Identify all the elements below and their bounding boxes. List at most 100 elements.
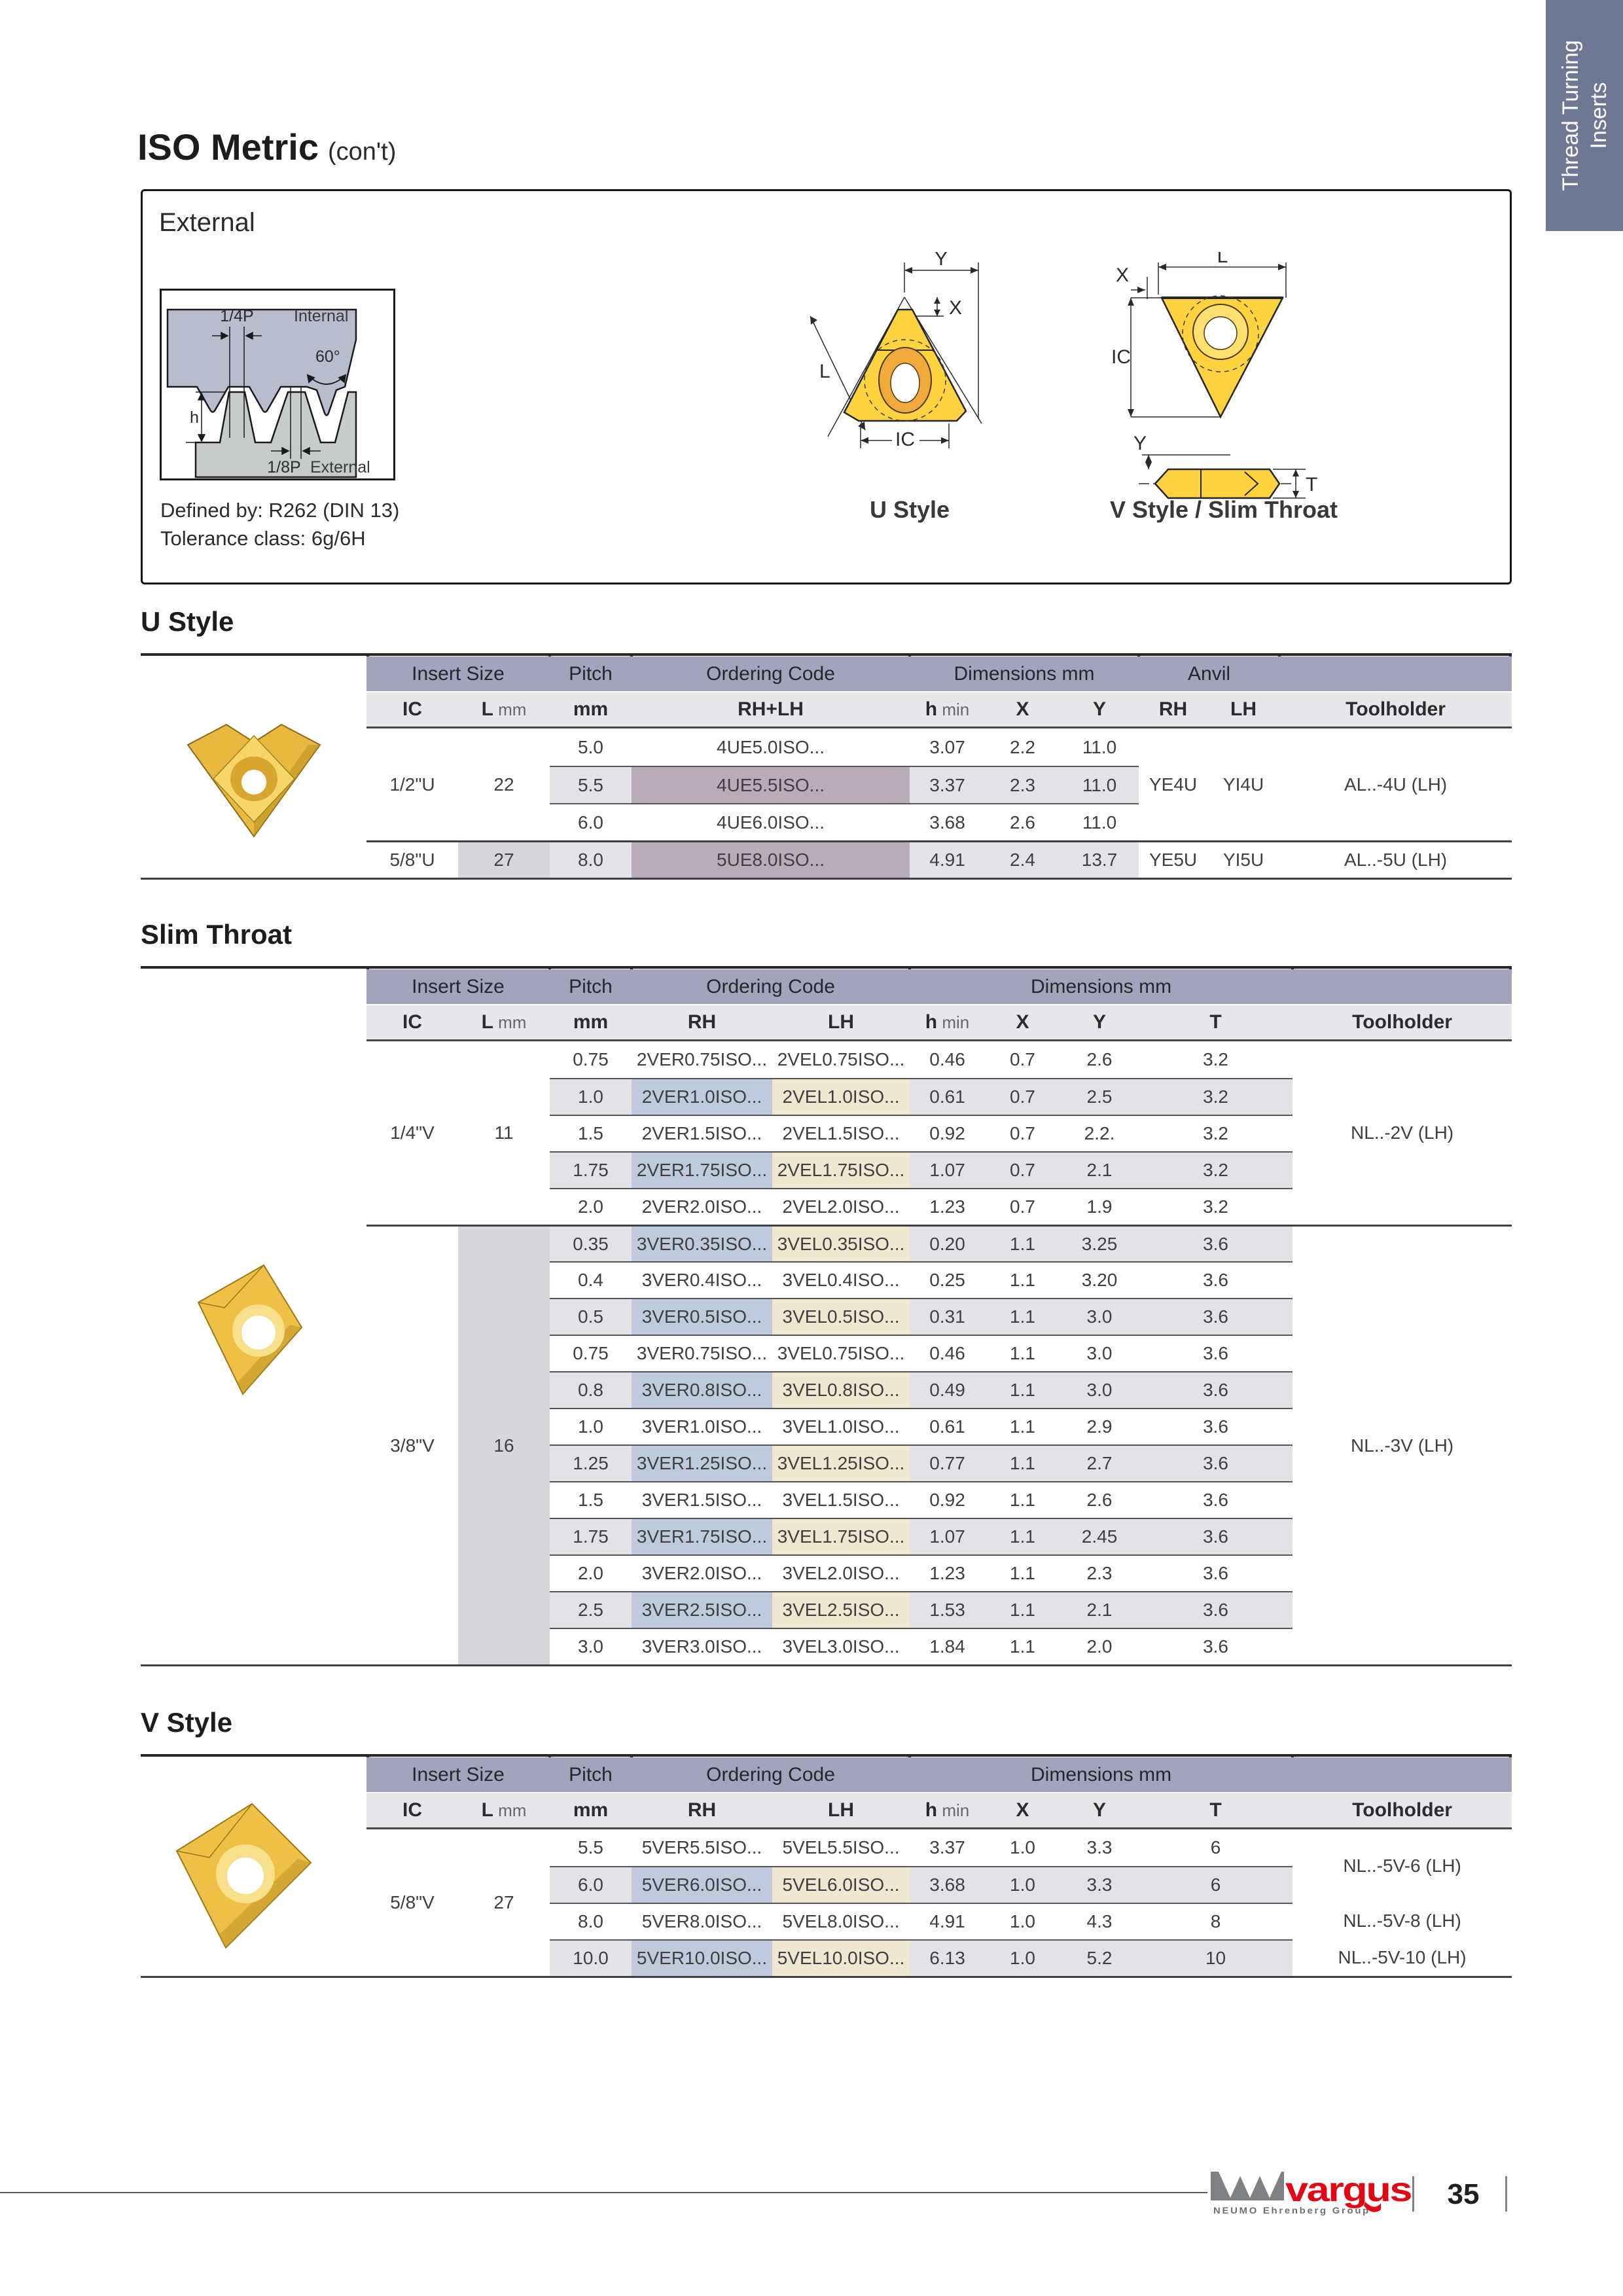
col-group-insert-size: Insert Size <box>366 656 550 692</box>
table-row: 1/4"V 11 0.75 2VER0.75ISO... 2VEL0.75ISO... 0… <box>366 1041 1512 1225</box>
col-hmin: h min <box>910 1793 986 1829</box>
cell-y: 13.7 <box>1060 840 1139 878</box>
side-tab-thread-turning-inserts[interactable]: Thread Turning Inserts <box>1546 0 1623 231</box>
table-row: 0.5 3VER0.5ISO... 3VEL0.5ISO... 0.31 1.1 3.0 3… <box>366 1298 1512 1335</box>
cell-t: 3.6 <box>1139 1335 1293 1371</box>
cell-pitch: 0.75 <box>550 1041 632 1078</box>
sub-header-row: IC L mm mm RH+LH h min X Y RH LH Toolhol… <box>366 692 1512 728</box>
cell-x: 1.1 <box>985 1518 1061 1554</box>
side-tab-label: Thread Turning Inserts <box>1558 40 1611 191</box>
table-bottom-line <box>141 1664 1512 1666</box>
cell-t: 3.2 <box>1139 1151 1293 1188</box>
cell-ic: 3/8"V <box>366 1225 458 1664</box>
cell-anvil-rh: YE4U <box>1139 728 1208 840</box>
cell-x: 1.1 <box>985 1225 1061 1261</box>
cell-t: 3.6 <box>1139 1591 1293 1628</box>
cell-t: 3.6 <box>1139 1628 1293 1664</box>
table-row: 3.0 3VER3.0ISO... 3VEL3.0ISO... 1.84 1.1 2.0 3… <box>366 1628 1512 1664</box>
hole <box>241 1316 276 1350</box>
internal-label: Internal <box>294 307 348 325</box>
cell-hmin: 3.68 <box>910 803 986 840</box>
u-style-caption: U Style <box>869 496 950 523</box>
col-l: L mm <box>458 692 550 728</box>
cell-toolholder: NL..-2V (LH) <box>1293 1041 1512 1225</box>
cell-pitch: 0.4 <box>550 1261 632 1298</box>
cell-x: 0.7 <box>985 1078 1061 1115</box>
col-group-pitch: Pitch <box>550 1757 632 1793</box>
angle-label: 60° <box>315 348 340 366</box>
cell-hmin: 0.92 <box>910 1481 986 1518</box>
col-code-lh: LH <box>772 1005 910 1041</box>
guide-lines <box>810 262 982 448</box>
cell-code-lh: 3VEL0.8ISO... <box>772 1371 910 1408</box>
cell-t: 3.2 <box>1139 1078 1293 1115</box>
cell-t: 8 <box>1139 1903 1293 1939</box>
col-group-blank <box>1293 1757 1512 1793</box>
cell-t: 3.6 <box>1139 1298 1293 1335</box>
col-toolholder: Toolholder <box>1293 1005 1512 1041</box>
inscribed-circle <box>1182 295 1259 372</box>
col-group-pitch: Pitch <box>550 656 632 692</box>
col-ic: IC <box>366 1005 458 1041</box>
cell-y: 3.20 <box>1060 1261 1139 1298</box>
cell-hmin: 0.77 <box>910 1444 986 1481</box>
cell-code-lh: 3VEL1.5ISO... <box>772 1481 910 1518</box>
table-row: 1.0 3VER1.0ISO... 3VEL1.0ISO... 0.61 1.1 2.9 3… <box>366 1408 1512 1444</box>
cell-x: 1.1 <box>985 1481 1061 1518</box>
cell-x: 1.1 <box>985 1628 1061 1664</box>
cell-y: 2.6 <box>1060 1041 1139 1078</box>
cell-code-rh: 2VER2.0ISO... <box>632 1188 773 1225</box>
cell-code-lh: 3VEL2.5ISO... <box>772 1591 910 1628</box>
cell-y: 3.3 <box>1060 1866 1139 1903</box>
cell-x: 1.1 <box>985 1298 1061 1335</box>
cell-hmin: 6.13 <box>910 1939 986 1976</box>
cell-y: 2.45 <box>1060 1518 1139 1554</box>
logo-notch <box>1258 2172 1281 2198</box>
col-group-ordering-code: Ordering Code <box>632 969 910 1005</box>
dim-t-label: T <box>1306 474 1317 495</box>
cell-hmin: 0.61 <box>910 1078 986 1115</box>
cell-hmin: 3.07 <box>910 728 986 766</box>
col-group-dimensions: Dimensions mm <box>910 656 1139 692</box>
col-l: L mm <box>458 1793 550 1829</box>
cell-code-lh: 5VEL8.0ISO... <box>772 1903 910 1939</box>
eighth-p-guides <box>271 387 321 459</box>
cell-code-rh: 3VER0.8ISO... <box>632 1371 773 1408</box>
vargus-logo: vargus NEUMO Ehrenberg Group <box>1211 2171 1412 2215</box>
cell-code-lh: 2VEL0.75ISO... <box>772 1041 910 1078</box>
table-row: 3/8"V 16 0.35 3VER0.35ISO... 3VEL0.35ISO... 0… <box>366 1225 1512 1664</box>
cell-pitch: 5.5 <box>550 1829 632 1866</box>
cell-hmin: 0.20 <box>910 1225 986 1261</box>
cell-code-rh: 2VER0.75ISO... <box>632 1041 773 1078</box>
cell-y: 1.9 <box>1060 1188 1139 1225</box>
cell-toolholder: NL..-5V-6 (LH) <box>1293 1829 1512 1903</box>
cell-pitch: 1.0 <box>550 1078 632 1115</box>
dim-l-label: L <box>1217 252 1228 267</box>
cell-code: 4UE5.0ISO... <box>632 728 910 766</box>
col-code-rh: RH <box>632 1005 773 1041</box>
cell-x: 1.0 <box>985 1903 1061 1939</box>
u-insert-hole <box>890 363 920 403</box>
col-ic: IC <box>366 1793 458 1829</box>
cell-code-lh: 2VEL1.75ISO... <box>772 1151 910 1188</box>
cell-y: 4.3 <box>1060 1903 1139 1939</box>
cell-hmin: 1.23 <box>910 1554 986 1591</box>
table-row: 0.75 3VER0.75ISO... 3VEL0.75ISO... 0.46 1.1 3… <box>366 1335 1512 1371</box>
cell-anvil-lh: YI4U <box>1207 728 1280 840</box>
page-number: 35 <box>1447 2178 1480 2210</box>
col-group-ordering-code: Ordering Code <box>632 1757 910 1793</box>
logo-notch <box>1219 2172 1242 2198</box>
col-anvil-lh: LH <box>1207 692 1280 728</box>
h-label: h <box>190 408 199 427</box>
cell-t: 3.6 <box>1139 1444 1293 1481</box>
cell-y: 11.0 <box>1060 766 1139 803</box>
cell-pitch: 0.8 <box>550 1371 632 1408</box>
cell-code-lh: 3VEL1.25ISO... <box>772 1444 910 1481</box>
col-t: T <box>1139 1793 1293 1829</box>
cell-anvil-lh: YI5U <box>1207 840 1280 878</box>
col-group-insert-size: Insert Size <box>366 1757 550 1793</box>
table-row: 1.75 2VER1.75ISO... 2VEL1.75ISO... 1.07 0.7 2… <box>366 1151 1512 1188</box>
cell-y: 3.0 <box>1060 1298 1139 1335</box>
cell-y: 3.3 <box>1060 1829 1139 1866</box>
col-hmin: h min <box>910 1005 986 1041</box>
